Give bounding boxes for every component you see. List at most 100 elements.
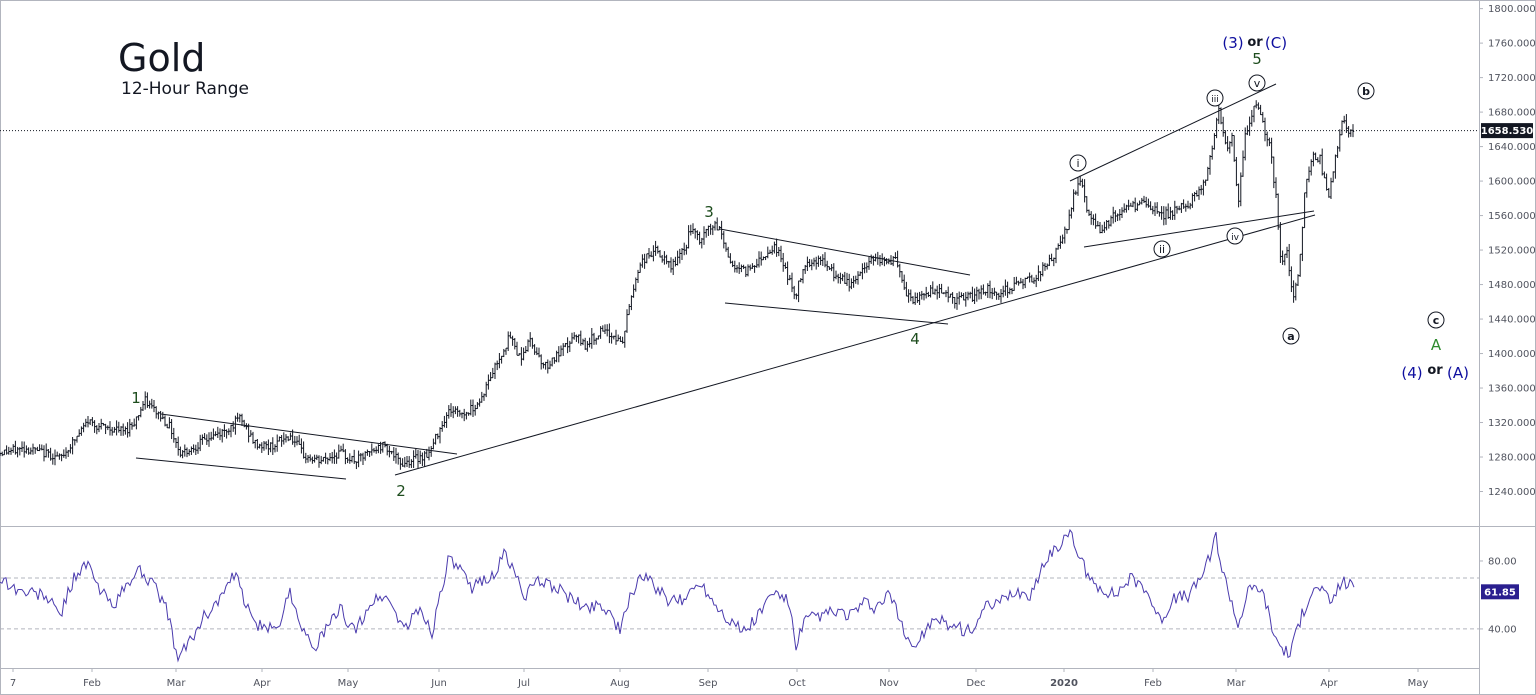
wave-labels: 1 2 3 4 5 (3) or (C) A (4) or (A) <box>131 34 1469 500</box>
chart-title: Gold <box>118 36 206 80</box>
ohlc-bar <box>696 230 699 241</box>
ohlc-bar <box>1004 279 1007 296</box>
ohlc-bar <box>993 287 996 296</box>
time-tick-label: Nov <box>879 678 899 689</box>
wave-label-3: 3 <box>704 203 714 221</box>
ohlc-bar <box>630 295 633 311</box>
time-tick-label: Feb <box>1144 678 1162 689</box>
price-tick-label: 1280.000 <box>1488 453 1536 464</box>
ohlc-bar <box>423 451 426 467</box>
time-tick-label: Apr <box>253 678 271 689</box>
ohlc-bar <box>762 256 765 261</box>
price-tick-label: 1240.000 <box>1488 487 1536 498</box>
price-axis-ticks: 1240.000 1280.000 1320.000 1360.000 1400.000… <box>1479 4 1536 498</box>
ohlc-bar <box>883 256 886 267</box>
last-price-value: 1658.530 <box>1481 126 1534 137</box>
trendline <box>160 413 458 455</box>
wave-label-or: or <box>1247 35 1263 50</box>
ohlc-bar <box>434 433 437 445</box>
ohlc-bar <box>674 256 677 267</box>
ohlc-bar <box>335 452 338 464</box>
ohlc-bar <box>27 447 30 455</box>
circle-label-b: b <box>1357 82 1375 100</box>
ohlc-bar <box>58 453 61 460</box>
svg-text:iii: iii <box>1211 95 1219 105</box>
price-tick-label: 1520.000 <box>1488 246 1536 257</box>
price-tick-label: 1320.000 <box>1488 418 1536 429</box>
ohlc-bar <box>839 272 842 284</box>
time-tick-label: May <box>1408 678 1429 689</box>
ohlc-bar <box>254 439 257 449</box>
ohlc-bar <box>828 266 831 270</box>
trendline <box>394 214 1316 476</box>
ohlc-bar <box>784 262 787 269</box>
price-tick-label: 1600.000 <box>1488 177 1536 188</box>
ohlc-bar <box>806 256 809 272</box>
wave-label-5: 5 <box>1252 50 1262 68</box>
price-tick-label: 1360.000 <box>1488 384 1536 395</box>
ohlc-bar <box>905 281 908 297</box>
ohlc-bar <box>927 291 930 298</box>
price-tick-label: 1800.000 <box>1488 4 1536 15</box>
ohlc-bar <box>456 406 459 417</box>
rsi-axis-ticks: 40.00 80.00 <box>1479 556 1517 635</box>
ohlc-bar <box>872 255 875 266</box>
ohlc-bar <box>302 441 305 459</box>
ohlc-bar <box>16 446 19 458</box>
time-tick-label: Feb <box>83 678 101 689</box>
trendline <box>1069 83 1277 182</box>
trendline <box>719 228 971 276</box>
svg-text:ii: ii <box>1159 243 1165 256</box>
time-tick-label: 2020 <box>1050 678 1078 689</box>
price-tick-label: 1760.000 <box>1488 39 1536 50</box>
ohlc-bar <box>500 355 503 364</box>
ohlc-bar <box>751 263 754 269</box>
ohlc-bar <box>542 362 545 369</box>
chart-subtitle: 12-Hour Range <box>121 79 249 99</box>
time-tick-label: Jun <box>430 678 447 689</box>
ohlc-bar <box>949 293 952 298</box>
wave-label-4-paren: (4) <box>1401 364 1422 382</box>
ohlc-bar <box>608 323 611 344</box>
time-tick-label: 7 <box>10 678 16 689</box>
last-price-badge: 1658.530 <box>1481 123 1534 139</box>
ohlc-bar <box>269 442 272 453</box>
svg-text:iv: iv <box>1231 233 1240 243</box>
time-axis-ticks: 7 Feb Mar Apr May Jun Jul Aug Sep Oct Nov Dec 2020 Fe… <box>10 668 1429 689</box>
rsi-pane <box>0 528 1479 663</box>
time-tick-label: Mar <box>167 678 187 689</box>
svg-text:c: c <box>1433 314 1440 327</box>
trendline <box>135 457 347 480</box>
ohlc-bar <box>740 264 743 273</box>
ohlc-bar <box>652 245 655 262</box>
ohlc-bar <box>47 448 50 458</box>
ohlc-bar <box>718 225 721 231</box>
ohlc-bar <box>401 458 404 467</box>
ohlc-bar <box>313 454 316 463</box>
wave-label-or: or <box>1427 363 1443 378</box>
price-tick-label: 1680.000 <box>1488 108 1536 119</box>
wave-label-a-upper: A <box>1431 336 1442 354</box>
ohlc-bar <box>586 340 589 352</box>
ohlc-bar <box>291 429 294 445</box>
circle-label-a: a <box>1282 327 1300 345</box>
ohlc-bar <box>379 441 382 454</box>
ohlc-bar <box>564 342 567 348</box>
circle-label-i: i <box>1069 154 1087 172</box>
ohlc-bar <box>489 372 492 382</box>
ohlc-bar <box>412 450 415 468</box>
ohlc-bar <box>280 435 283 447</box>
wave-label-4: 4 <box>910 330 920 348</box>
rsi-value-badge: 61.85 <box>1481 584 1519 600</box>
ohlc-bar <box>641 254 644 268</box>
ohlc-bar <box>368 450 371 458</box>
ohlc-bar <box>850 278 853 290</box>
ohlc-bar <box>597 335 600 340</box>
wave-label-a-paren: (A) <box>1447 364 1469 382</box>
price-tick-label: 1560.000 <box>1488 211 1536 222</box>
rsi-value-badge-bg <box>1481 584 1519 600</box>
svg-text:i: i <box>1076 157 1079 170</box>
ohlc-bar <box>258 443 261 449</box>
price-tick-label: 1640.000 <box>1488 142 1536 153</box>
